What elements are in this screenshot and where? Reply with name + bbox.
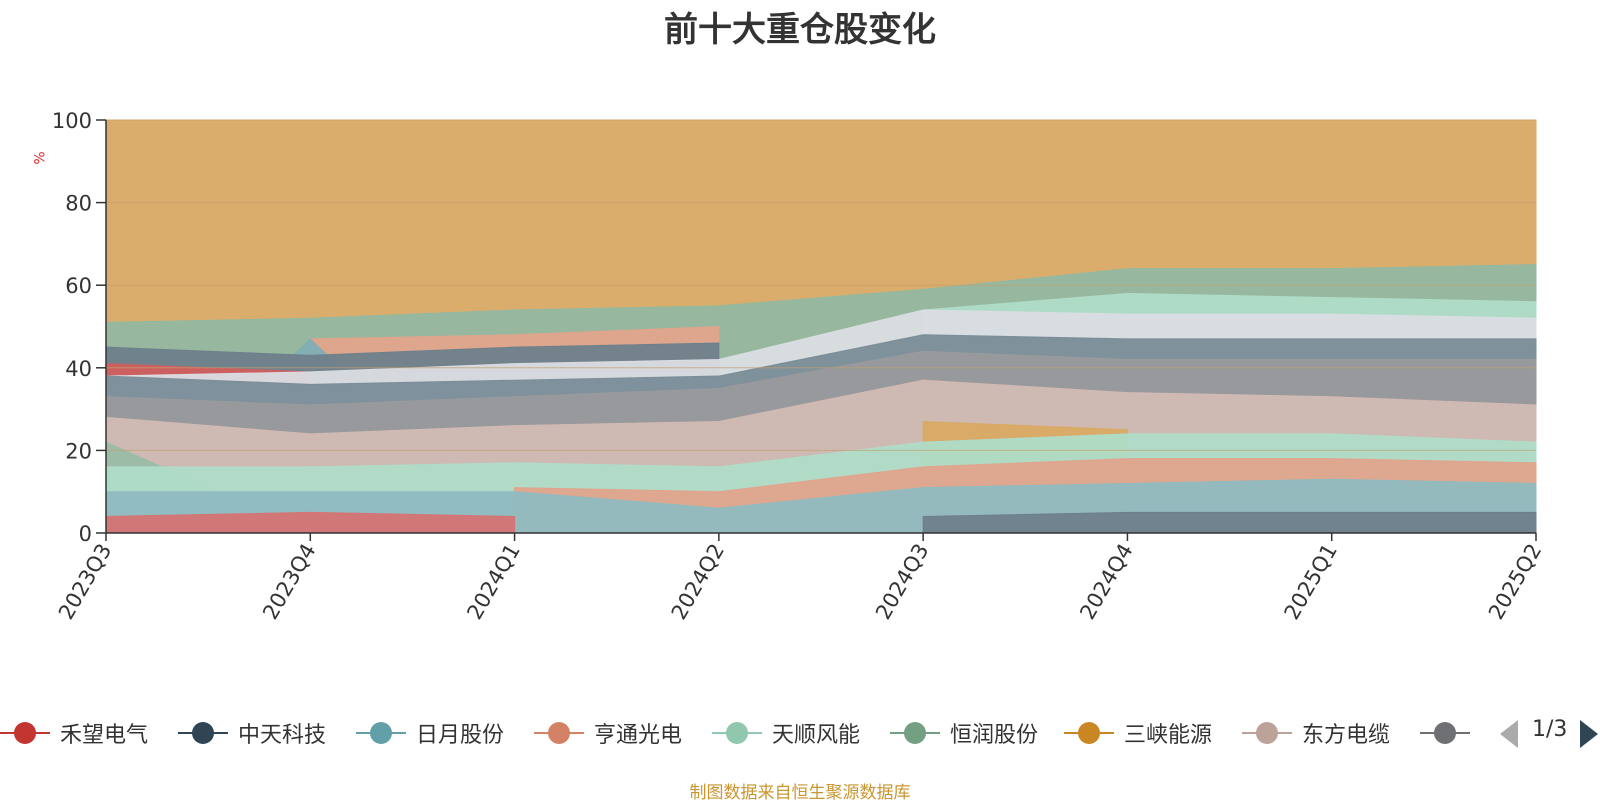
legend-marker-icon [890, 716, 940, 750]
legend-prev-page-icon[interactable] [1500, 720, 1518, 748]
area-layer-17 [922, 511, 1537, 534]
legend-marker-icon [0, 716, 50, 750]
x-tick-label: 2024Q3 [871, 540, 933, 624]
x-tick-label: 2023Q4 [258, 540, 320, 624]
legend-label: 亨通光电 [594, 723, 683, 748]
y-tick-label: 100 [52, 109, 92, 133]
data-source-note: 制图数据来自恒生聚源数据库 [689, 783, 911, 803]
legend-marker-icon [178, 716, 228, 750]
legend-item[interactable]: 亨通光电 [534, 716, 682, 750]
legend-pager: 1/3 [1500, 716, 1600, 750]
legend-item[interactable]: 日月股份 [356, 716, 504, 750]
x-tick-label: 2025Q2 [1484, 540, 1546, 624]
legend-label: 中天科技 [238, 723, 327, 748]
x-tick-label: 2023Q3 [54, 540, 116, 624]
legend-marker-icon [1064, 716, 1114, 750]
legend-item[interactable]: 三峡能源 [1064, 716, 1212, 750]
legend-marker-icon [712, 716, 762, 750]
y-tick-label: 80 [65, 192, 92, 216]
legend-marker-icon [534, 716, 584, 750]
legend-item[interactable]: 东方电缆 [1242, 716, 1390, 750]
y-tick-label: 60 [65, 274, 92, 298]
grid-lines [106, 119, 1536, 451]
legend: 禾望电气 中天科技 日月股份 亨通光电 天顺风能 恒润股份 三峡能源 东方电缆 [0, 716, 1600, 750]
x-tick-label: 2024Q4 [1075, 540, 1137, 624]
y-tick-label: 20 [65, 439, 92, 463]
x-tick-label: 2024Q2 [667, 540, 729, 624]
x-tick-labels: 2023Q3 2023Q4 2024Q1 2024Q2 2024Q3 2024Q4 2025… [54, 540, 1546, 624]
legend-label: 三峡能源 [1124, 723, 1213, 748]
y-tick-labels: 0 20 40 60 80 100 [52, 109, 92, 546]
x-tick-label: 2024Q1 [462, 540, 524, 624]
y-tick-label: 0 [79, 522, 92, 546]
legend-item[interactable]: 恒润股份 [890, 716, 1038, 750]
legend-label: 日月股份 [416, 723, 505, 748]
legend-page-indicator: 1/3 [1532, 717, 1568, 742]
legend-label: 东方电缆 [1302, 723, 1391, 748]
legend-next-page-icon[interactable] [1580, 720, 1598, 748]
legend-item[interactable]: 中天科技 [178, 716, 326, 750]
chart-title: 前十大重仓股变化 [664, 10, 936, 50]
area-layers [104, 119, 1537, 534]
area-layer-16 [105, 511, 516, 534]
legend-item[interactable]: 禾望电气 [0, 716, 148, 750]
legend-marker-icon [1242, 716, 1292, 750]
legend-label: 恒润股份 [950, 723, 1039, 748]
legend-item[interactable]: 天顺风能 [712, 716, 860, 750]
legend-label: 天顺风能 [772, 723, 861, 748]
legend-marker-icon [356, 716, 406, 750]
legend-label: 禾望电气 [60, 723, 149, 748]
x-tick-label: 2025Q1 [1280, 540, 1342, 624]
legend-item[interactable] [1420, 716, 1480, 750]
y-tick-label: 40 [65, 357, 92, 381]
legend-marker-icon [1420, 716, 1470, 750]
axes [96, 119, 1537, 541]
